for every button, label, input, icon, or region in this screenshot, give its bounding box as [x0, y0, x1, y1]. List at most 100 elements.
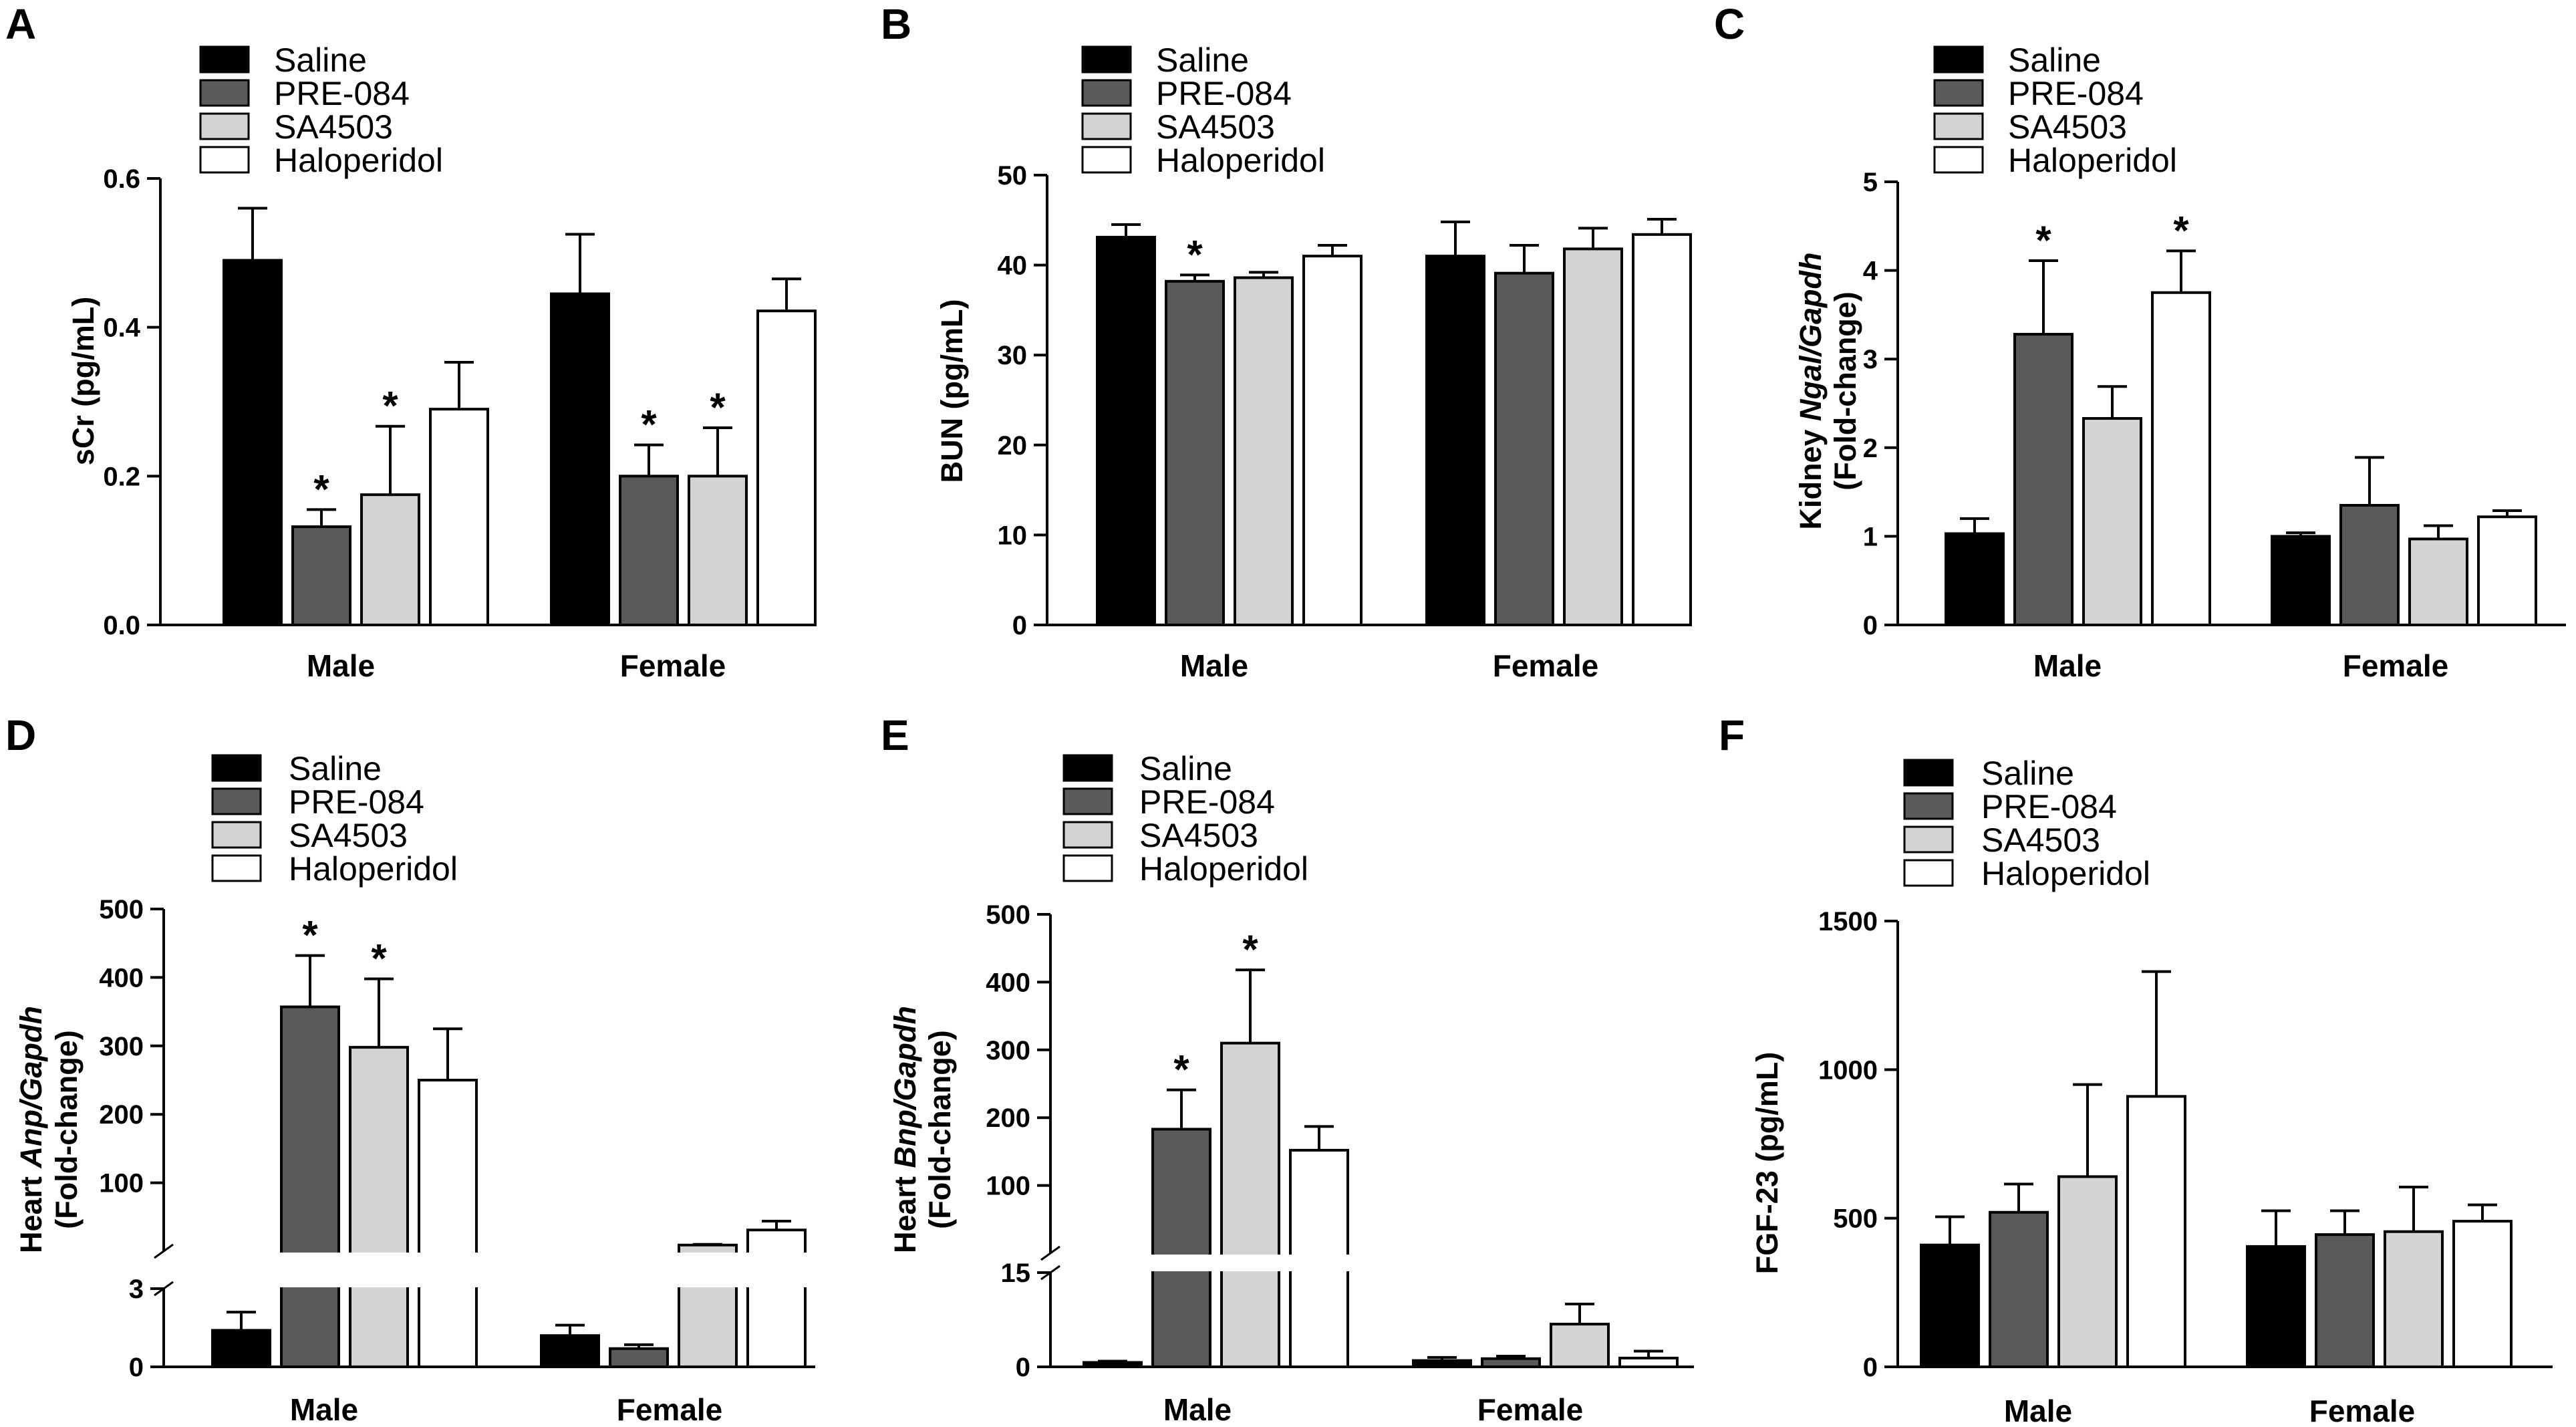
bar-pre084-female — [2315, 1233, 2375, 1368]
legend-swatch-pre084 — [1903, 792, 1954, 820]
legend-label-pre084: PRE-084 — [1139, 783, 1275, 821]
significance-star: * — [2173, 208, 2189, 253]
bar-haloperidol-male — [429, 408, 489, 627]
y-tick-label-e: 200 — [986, 1104, 1030, 1133]
legend-swatch-saline — [1062, 754, 1113, 782]
legend-swatch-haloperidol — [1903, 859, 1954, 887]
bar-pre084-female — [2339, 503, 2400, 626]
panel-label-c: C — [1714, 0, 1745, 48]
legend-label-saline: Saline — [2008, 41, 2101, 79]
legend-c: Saline PRE-084 SA4503 Haloperidol — [1933, 41, 2177, 179]
legend-a: Saline PRE-084 SA4503 Haloperidol — [199, 41, 443, 179]
y-tick-label-c: 3 — [1863, 345, 1878, 374]
category-label-female: Female — [617, 1392, 723, 1427]
category-label-male: Male — [307, 648, 375, 683]
bar-saline-female — [1425, 255, 1485, 626]
y-axis-label-e-line2: (Fold-change) — [923, 1030, 957, 1228]
bar-haloperidol-male — [2151, 291, 2211, 626]
y-axis-label-c-gene: Ngal/Gapdh — [1794, 252, 1828, 421]
legend-label-saline: Saline — [289, 750, 382, 787]
y-tick-label-c: 4 — [1863, 257, 1878, 286]
legend-label-pre084: PRE-084 — [1981, 788, 2117, 825]
legend-swatch-saline — [1903, 759, 1954, 787]
bar-haloperidol-female — [756, 309, 817, 626]
y-tick-label-e: 0 — [1016, 1353, 1030, 1382]
y-tick-label-a: 0.6 — [103, 164, 140, 194]
significance-star: * — [710, 385, 726, 430]
axis-break-mark-e — [1040, 1245, 1060, 1261]
category-label-female: Female — [2343, 648, 2449, 683]
bar-sa4503-male — [349, 1045, 409, 1369]
panel-label-b: B — [881, 0, 911, 48]
y-tick-label-b: 20 — [998, 431, 1028, 461]
legend-label-sa4503: SA4503 — [1156, 108, 1275, 146]
y-tick-label-c: 5 — [1863, 168, 1878, 197]
bar-saline-female — [1412, 1359, 1472, 1368]
y-tick-label-d: 500 — [99, 895, 144, 924]
legend-label-saline: Saline — [1139, 750, 1232, 787]
y-tick-label-d: 400 — [99, 963, 144, 993]
category-label-female: Female — [1493, 648, 1599, 683]
bar-haloperidol-female — [746, 1228, 807, 1368]
bar-sa4503-male — [2057, 1175, 2118, 1368]
axis-break-gap — [415, 1253, 480, 1287]
panel-c: C Saline PRE-084 SA4503 Haloperidol Kidn… — [1714, 0, 2566, 683]
bar-pre084-male — [1165, 279, 1225, 626]
y-tick-label-e: 15 — [1001, 1259, 1031, 1288]
panel-label-d: D — [5, 711, 36, 759]
y-axis-label-d-prefix: Heart — [14, 1168, 48, 1253]
y-tick-label-a: 0.2 — [103, 462, 140, 491]
legend-swatch-saline — [1933, 45, 1984, 74]
bar-sa4503-female — [2384, 1230, 2444, 1368]
significance-star: * — [313, 467, 329, 511]
legend-swatch-haloperidol — [199, 146, 250, 174]
significance-star: * — [371, 936, 387, 981]
bar-pre084-male — [2013, 333, 2073, 626]
legend-label-haloperidol: Haloperidol — [1156, 142, 1325, 179]
legend-label-haloperidol: Haloperidol — [274, 142, 443, 179]
bar-sa4503-male — [360, 493, 420, 627]
category-label-male: Male — [1163, 1392, 1232, 1427]
bars-a: * * * * — [223, 207, 817, 627]
bar-pre084-male — [291, 525, 351, 626]
panel-b: B Saline PRE-084 SA4503 Haloperidol BUN … — [881, 0, 1692, 683]
category-label-female: Female — [1477, 1392, 1584, 1427]
y-tick-label-e: 400 — [986, 968, 1030, 997]
legend-swatch-pre084 — [1081, 79, 1132, 107]
legend-label-haloperidol: Haloperidol — [289, 850, 458, 888]
bar-haloperidol-male — [2126, 1095, 2186, 1369]
legend-swatch-pre084 — [1933, 79, 1984, 107]
panel-e: E Saline PRE-084 SA4503 Haloperidol Hear… — [881, 711, 1694, 1427]
legend-label-saline: Saline — [274, 41, 367, 79]
axis-break-gap — [744, 1253, 809, 1287]
y-axis-label-b: BUN (pg/mL) — [935, 299, 969, 483]
legend-label-pre084: PRE-084 — [2008, 75, 2144, 112]
legend-swatch-haloperidol — [211, 854, 262, 882]
panel-label-f: F — [1719, 711, 1745, 759]
legend-swatch-sa4503 — [1933, 112, 1984, 140]
legend-label-sa4503: SA4503 — [2008, 108, 2127, 146]
y-tick-label-f: 1000 — [1818, 1055, 1878, 1085]
category-label-male: Male — [290, 1392, 358, 1427]
y-tick-label-b: 0 — [1012, 611, 1027, 640]
bar-pre084-female — [1481, 1357, 1541, 1369]
y-tick-label-c: 1 — [1863, 522, 1878, 551]
y-tick-label-a: 0.4 — [103, 313, 140, 343]
y-tick-label-b: 50 — [998, 161, 1028, 190]
y-tick-label-e: 300 — [986, 1036, 1030, 1065]
legend-label-sa4503: SA4503 — [1981, 821, 2100, 859]
significance-star: * — [641, 402, 657, 447]
bar-sa4503-male — [1220, 1041, 1280, 1369]
bar-haloperidol-female — [2477, 515, 2537, 627]
legend-swatch-pre084 — [199, 79, 250, 107]
legend-swatch-pre084 — [211, 787, 262, 815]
legend-swatch-saline — [211, 754, 262, 782]
legend-swatch-haloperidol — [1933, 146, 1984, 174]
legend-f: Saline PRE-084 SA4503 Haloperidol — [1903, 755, 2150, 892]
y-tick-label-d: 200 — [99, 1100, 144, 1130]
legend-swatch-sa4503 — [211, 821, 262, 849]
y-tick-label-f: 500 — [1833, 1204, 1878, 1234]
bar-haloperidol-female — [1618, 1356, 1679, 1368]
significance-star: * — [1187, 232, 1203, 277]
